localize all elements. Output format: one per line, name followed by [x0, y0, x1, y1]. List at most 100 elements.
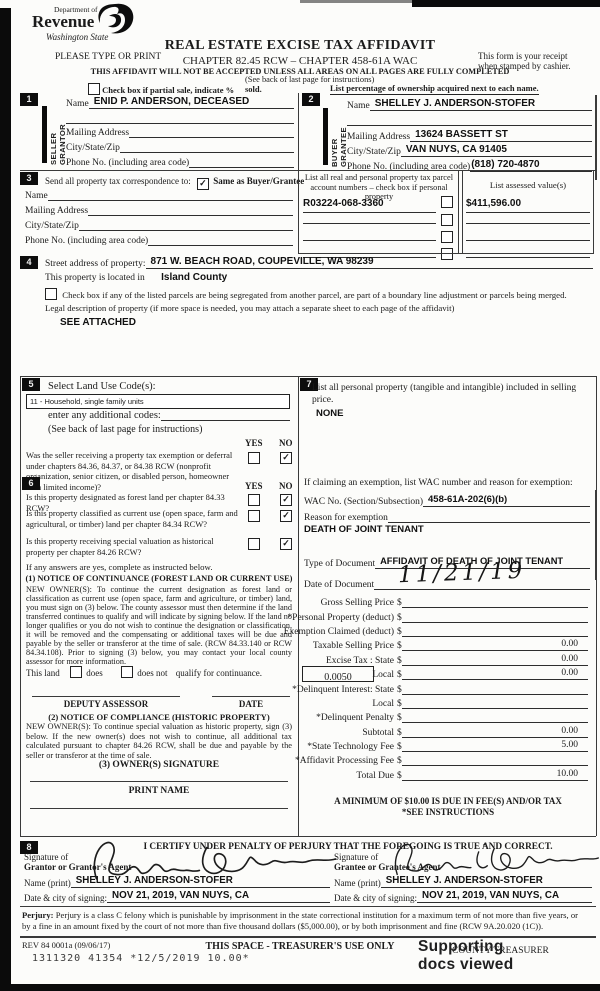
- section4-number: 4: [20, 256, 38, 269]
- fee-field-delinq-int-state[interactable]: [401, 683, 588, 695]
- buyer-name-value: SHELLEY J. ANDERSON-STOFER: [374, 98, 536, 109]
- fee-field-taxable[interactable]: 0.00: [401, 639, 588, 651]
- forest-no-checkbox[interactable]: ✓: [280, 494, 292, 506]
- seller-name-field[interactable]: ENID P. ANDERSON, DECEASED: [88, 96, 294, 109]
- fee-row-local: Local $0.00: [268, 668, 588, 680]
- fee-field-exemption[interactable]: [401, 625, 588, 637]
- lowerbox-divider: [298, 376, 299, 836]
- legal-description-label: Legal description of property (if more s…: [45, 303, 455, 313]
- doc-date-field[interactable]: [374, 578, 590, 590]
- reason-field[interactable]: [387, 511, 590, 523]
- parcel-personal-checkbox-4[interactable]: [441, 248, 453, 260]
- parcel-personal-checkbox-2[interactable]: [441, 214, 453, 226]
- segregated-row: Check box if any of the listed parcels a…: [45, 288, 590, 300]
- fee-field-subtotal[interactable]: 0.00: [401, 726, 588, 738]
- sec3-phone-field[interactable]: [148, 234, 293, 246]
- parcel-field-4[interactable]: [303, 246, 436, 258]
- legal-description-value: SEE ATTACHED: [60, 317, 136, 328]
- assessed-field-4[interactable]: [466, 246, 590, 258]
- same-as-buyer-checkbox[interactable]: ✓: [196, 178, 209, 190]
- doc-date-handwritten: 11/21/19: [397, 557, 526, 589]
- historic-yes-checkbox[interactable]: [248, 538, 260, 550]
- parcel-field-1[interactable]: R03224-068-3360: [303, 193, 436, 213]
- buyer-city-field[interactable]: VAN NUYS, CA 91405: [400, 144, 592, 157]
- this-land-row: This land does does not qualify for cont…: [26, 666, 262, 678]
- buyer-side-bar: [323, 108, 328, 165]
- doc-date-row: Date of Document: [304, 578, 590, 590]
- buyer-name-field[interactable]: SHELLEY J. ANDERSON-STOFER: [369, 98, 592, 111]
- segregated-checkbox[interactable]: [45, 288, 57, 300]
- parcel-field-2[interactable]: [303, 212, 436, 224]
- fee-field-gross[interactable]: [401, 596, 588, 608]
- deferral-yes-checkbox[interactable]: [248, 452, 260, 464]
- fee-row-taxable: Taxable Selling Price $0.00: [268, 639, 588, 651]
- logo-revenue-text: Revenue: [32, 12, 95, 31]
- grantor-date-field[interactable]: NOV 21, 2019, VAN NUYS, CA: [107, 890, 330, 903]
- fee-field-delinq-int-local[interactable]: [401, 697, 588, 709]
- parcel-personal-checkbox-3[interactable]: [441, 231, 453, 243]
- sec3-city-field[interactable]: [78, 219, 293, 231]
- deferral-no-checkbox[interactable]: ✓: [280, 452, 292, 464]
- grantee-name-row: Name (print) SHELLEY J. ANDERSON-STOFER: [334, 875, 592, 888]
- does-not-checkbox[interactable]: [121, 666, 133, 678]
- street-address-label: Street address of property:: [45, 259, 146, 269]
- buyer-phone-field[interactable]: (818) 720-4870: [470, 159, 592, 172]
- grantee-name-field[interactable]: SHELLEY J. ANDERSON-STOFER: [380, 875, 592, 888]
- fee-row-exemption: Exemption Claimed (deduct) $: [268, 625, 588, 637]
- lowerbox-right: [596, 376, 597, 836]
- fee-field-personal[interactable]: [401, 611, 588, 623]
- same-as-buyer-label: Same as Buyer/Grantee: [213, 176, 305, 186]
- local-rate-box[interactable]: 0.0050: [302, 666, 374, 683]
- seller-side-bar: [42, 106, 47, 163]
- forest-yes-checkbox[interactable]: [248, 494, 260, 506]
- assessed-field-1[interactable]: $411,596.00: [466, 193, 590, 213]
- scan-artifact-left: [0, 8, 11, 985]
- please-type-label: PLEASE TYPE OR PRINT: [55, 52, 162, 62]
- buyer-mailing-field[interactable]: 13624 BASSETT ST: [410, 129, 592, 142]
- grantor-date-row: Date & city of signing: NOV 21, 2019, VA…: [24, 890, 330, 903]
- seller-name-label: Name: [66, 99, 89, 109]
- seller-side-label: SELLER GRANTOR: [49, 105, 67, 165]
- fee-field-excise-state[interactable]: 0.00: [401, 654, 588, 666]
- buyer-phone-value: (818) 720-4870: [471, 159, 540, 170]
- wac-field[interactable]: 458-61A-202(6)(b): [423, 494, 590, 507]
- does-checkbox[interactable]: [70, 666, 82, 678]
- seller-extra-field[interactable]: [66, 112, 294, 124]
- fee-field-processing-fee[interactable]: [401, 754, 588, 766]
- street-address-field[interactable]: 871 W. BEACH ROAD, COUPEVILLE, WA 98239: [145, 256, 593, 269]
- buyer-extra-field[interactable]: [347, 114, 592, 126]
- sold-label: sold.: [245, 84, 262, 94]
- seller-side-label-1: SELLER: [49, 132, 58, 165]
- doc-type-field[interactable]: AFFIDAVIT OF DEATH OF JOINT TENANT: [375, 556, 590, 569]
- current-use-yes-checkbox[interactable]: [248, 510, 260, 522]
- grantor-name-field[interactable]: SHELLEY J. ANDERSON-STOFER: [70, 875, 330, 888]
- fee-field-total-due[interactable]: 10.00: [401, 769, 588, 781]
- buyer-phone-row: Phone No. (including area code) (818) 72…: [347, 159, 592, 172]
- scan-artifact-top: [412, 0, 600, 7]
- buyer-mailing-label: Mailing Address: [347, 132, 411, 142]
- seller-mailing-row: Mailing Address: [66, 126, 294, 138]
- parcel-field-3[interactable]: [303, 229, 436, 241]
- partial-sale-checkbox[interactable]: [88, 83, 100, 95]
- assessed-field-3[interactable]: [466, 229, 590, 241]
- historic-no-checkbox[interactable]: ✓: [280, 538, 292, 550]
- sec3-mailing-field[interactable]: [88, 204, 293, 216]
- assessed-field-2[interactable]: [466, 212, 590, 224]
- seller-mailing-field[interactable]: [129, 126, 294, 138]
- land-use-select[interactable]: 11 - Household, single family units: [26, 394, 290, 409]
- grantor-name-row: Name (print) SHELLEY J. ANDERSON-STOFER: [24, 875, 330, 888]
- fee-field-local[interactable]: 0.00: [401, 668, 588, 680]
- sec3-name-field[interactable]: [47, 189, 293, 201]
- seller-city-field[interactable]: [119, 141, 294, 153]
- current-use-no-checkbox[interactable]: ✓: [280, 510, 292, 522]
- notice2-body: To continue special valuation as histori…: [26, 722, 293, 760]
- partial-sale-label: Check box if partial sale, indicate %: [102, 85, 235, 95]
- seller-phone-field[interactable]: [189, 156, 294, 168]
- additional-codes-field[interactable]: [160, 409, 290, 421]
- grantee-date-field[interactable]: NOV 21, 2019, VAN NUYS, CA: [417, 890, 592, 903]
- parcel-personal-checkbox-1[interactable]: [441, 196, 453, 208]
- fee-field-delinq-penalty[interactable]: [401, 711, 588, 723]
- grantor-date-value: NOV 21, 2019, VAN NUYS, CA: [112, 890, 250, 901]
- fee-field-tech-fee[interactable]: 5.00: [401, 740, 588, 752]
- located-row: This property is located in Island Count…: [45, 272, 227, 283]
